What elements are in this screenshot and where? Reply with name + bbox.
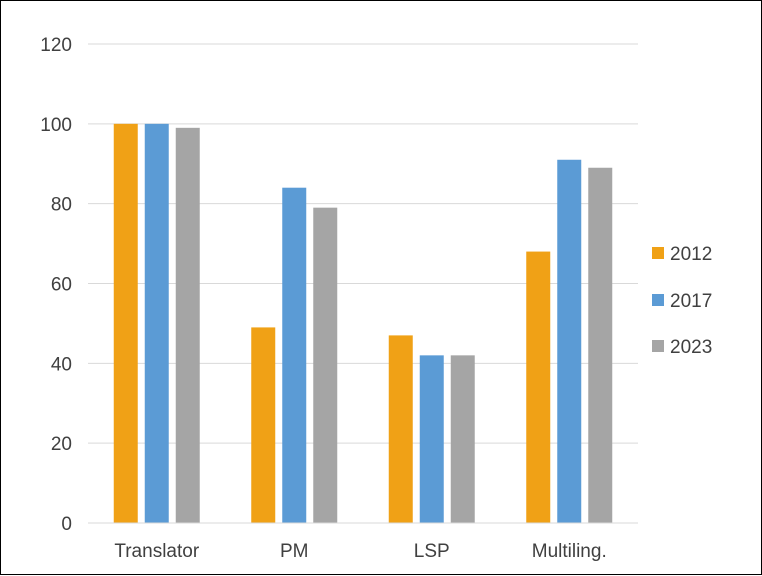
bar (144, 123, 169, 523)
y-tick-label: 20 (51, 434, 72, 455)
legend-label: 2017 (670, 291, 712, 312)
bar (175, 127, 200, 523)
x-tick-label: Multiling. (532, 541, 607, 562)
bar (450, 355, 475, 523)
y-axis: 0 20 40 60 80 100 120 (40, 35, 72, 535)
legend-swatch (652, 247, 664, 259)
bar (526, 251, 551, 524)
bar (388, 335, 413, 523)
y-tick-label: 80 (51, 195, 72, 216)
y-tick-label: 60 (51, 275, 72, 296)
legend: 2012 2017 2023 (652, 244, 712, 358)
bars (113, 123, 613, 524)
bar (588, 167, 613, 523)
y-tick-label: 100 (40, 115, 72, 136)
bar (313, 207, 338, 524)
y-tick-label: 0 (61, 514, 72, 535)
gridlines (88, 43, 638, 524)
legend-swatch (652, 294, 664, 306)
x-tick-label: PM (280, 541, 309, 562)
bar (557, 159, 582, 523)
bar (113, 123, 138, 523)
legend-label: 2012 (670, 244, 712, 265)
y-tick-label: 40 (51, 354, 72, 375)
legend-label: 2023 (670, 337, 712, 358)
x-tick-label: LSP (414, 541, 450, 562)
legend-swatch (652, 340, 664, 352)
bar (282, 187, 307, 523)
x-tick-label: Translator (114, 541, 199, 562)
bar (419, 355, 444, 523)
bar (251, 327, 276, 523)
y-tick-label: 120 (40, 35, 72, 56)
x-axis: Translator PM LSP Multiling. (88, 522, 638, 562)
